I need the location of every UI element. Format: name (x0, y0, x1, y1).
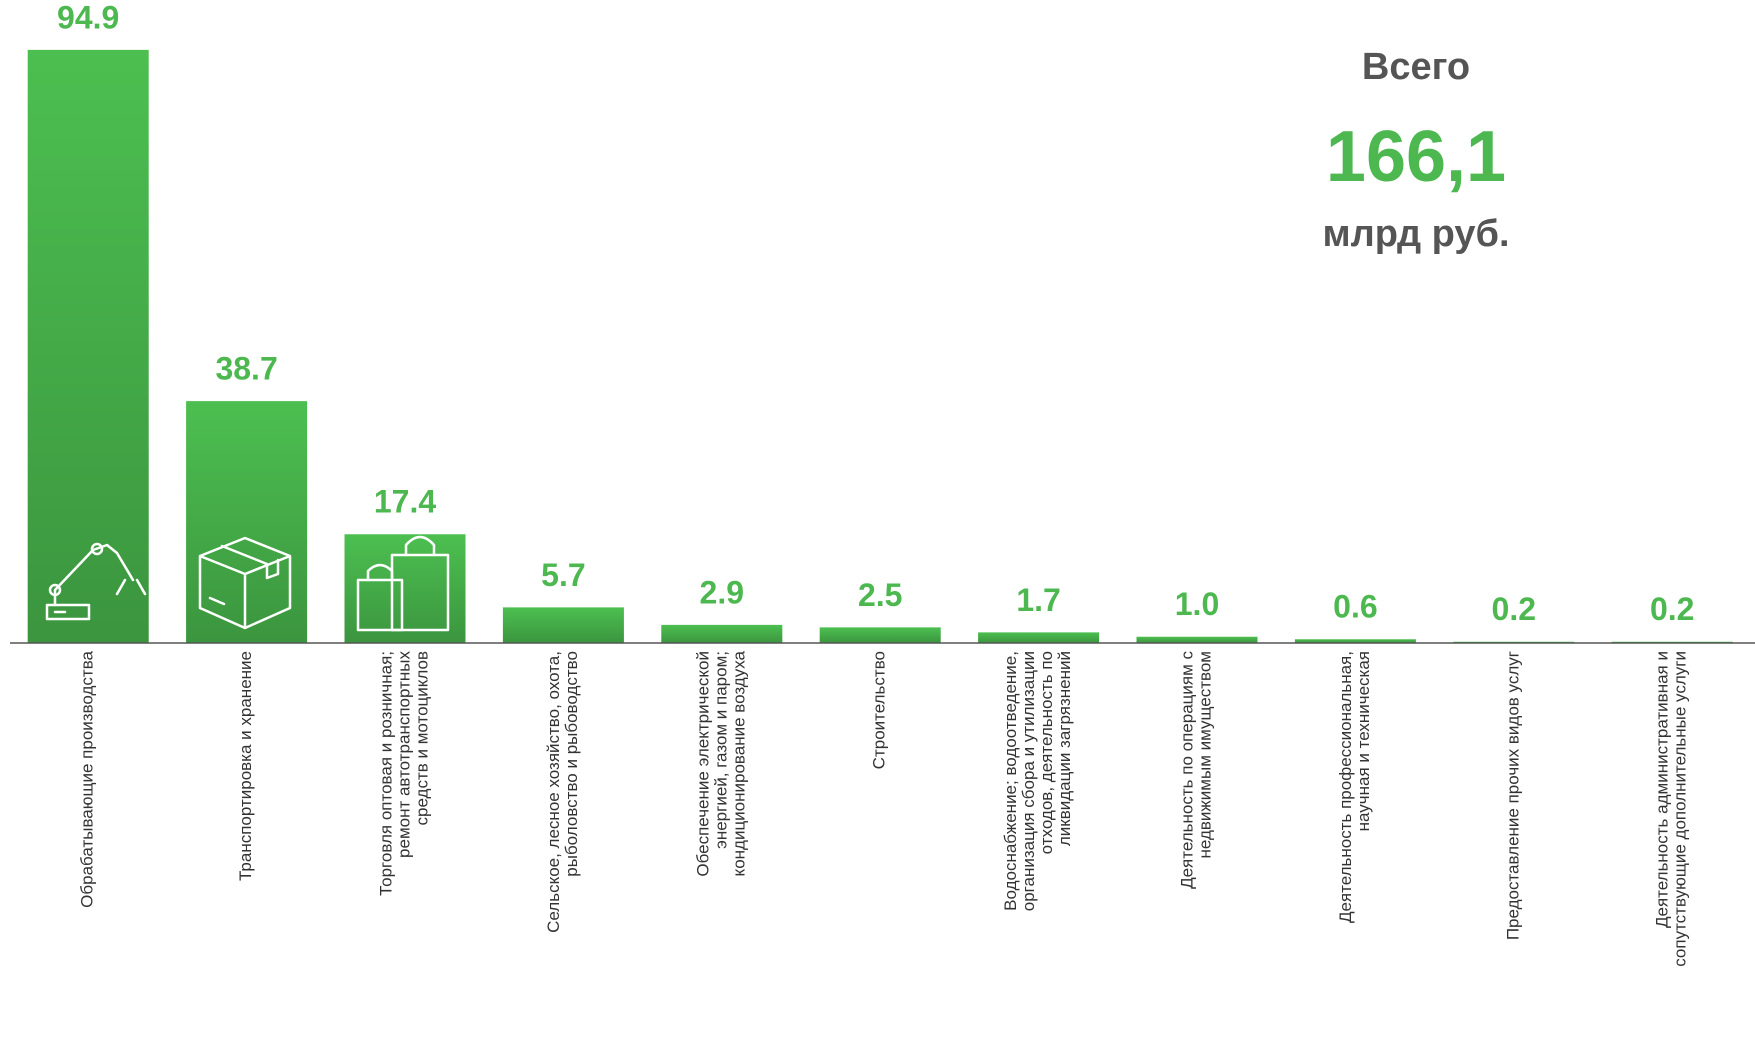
value-label: 2.5 (858, 577, 902, 613)
bar-shade (502, 607, 624, 643)
x-tick-label: кондиционирование воздуха (729, 650, 748, 876)
bags-icon (356, 535, 450, 632)
box-icon (198, 536, 292, 630)
x-tick-label: сопутствующие дополнительные услуги (1671, 651, 1690, 967)
x-tick-label: Строительство (870, 651, 889, 769)
bar-shade (661, 624, 783, 643)
x-tick-label: Транспортировка и хранение (236, 651, 255, 881)
value-label: 17.4 (374, 484, 436, 520)
x-tick-label: Торговля оптовая и розничная; (376, 651, 395, 896)
x-tick-label: ремонт автотранспортных (394, 651, 413, 858)
value-label: 2.9 (700, 574, 744, 610)
x-tick-label: Деятельность профессиональная, (1336, 651, 1355, 923)
x-tick-label: научная и техническая (1354, 651, 1373, 831)
x-tick-label: ликвидации загрязнений (1055, 651, 1074, 846)
x-tick-label: энергией, газом и паром; (711, 651, 730, 849)
x-tick-label: Деятельность административная и (1653, 651, 1672, 928)
x-tick-label: рыболовство и рыбоводство (562, 651, 581, 877)
total-value: 166,1 (1326, 117, 1506, 197)
total-unit: млрд руб. (1322, 213, 1509, 255)
icons (45, 535, 450, 632)
bar-shade (27, 49, 149, 643)
bar-shade (978, 632, 1100, 643)
value-label: 94.9 (57, 0, 119, 35)
value-label: 0.6 (1333, 589, 1377, 625)
value-label: 0.2 (1650, 591, 1694, 627)
value-label: 38.7 (215, 351, 277, 387)
total-label: Всего (1362, 46, 1470, 88)
x-tick-label: организация сбора и утилизации (1019, 651, 1038, 911)
value-label: 5.7 (541, 557, 585, 593)
bars: 94.9 Обрабатывающие производства 38.7 Транс… (27, 0, 1733, 967)
value-label: 0.2 (1492, 591, 1536, 627)
x-tick-label: Обеспечение электрической (693, 651, 712, 877)
value-label: 1.0 (1175, 586, 1219, 622)
x-tick-label: Деятельность по операциям с (1177, 651, 1196, 889)
x-tick-label: Обрабатывающие производства (78, 650, 97, 907)
bar-shade (186, 401, 308, 643)
bar-shade (819, 627, 941, 643)
bar-shade (1294, 639, 1416, 643)
bar-shade (1136, 636, 1258, 643)
value-label: 1.7 (1016, 582, 1060, 618)
x-tick-label: Предоставление прочих видов услуг (1503, 651, 1522, 940)
robot-icon (45, 542, 147, 621)
x-tick-label: Сельское, лесное хозяйство, охота, (544, 651, 563, 933)
x-tick-label: недвижимым имуществом (1195, 651, 1214, 859)
x-tick-label: Водоснабжение; водоотведение, (1001, 651, 1020, 911)
x-tick-label: средств и мотоциклов (412, 651, 431, 826)
x-tick-label: отходов, деятельность по (1037, 651, 1056, 854)
